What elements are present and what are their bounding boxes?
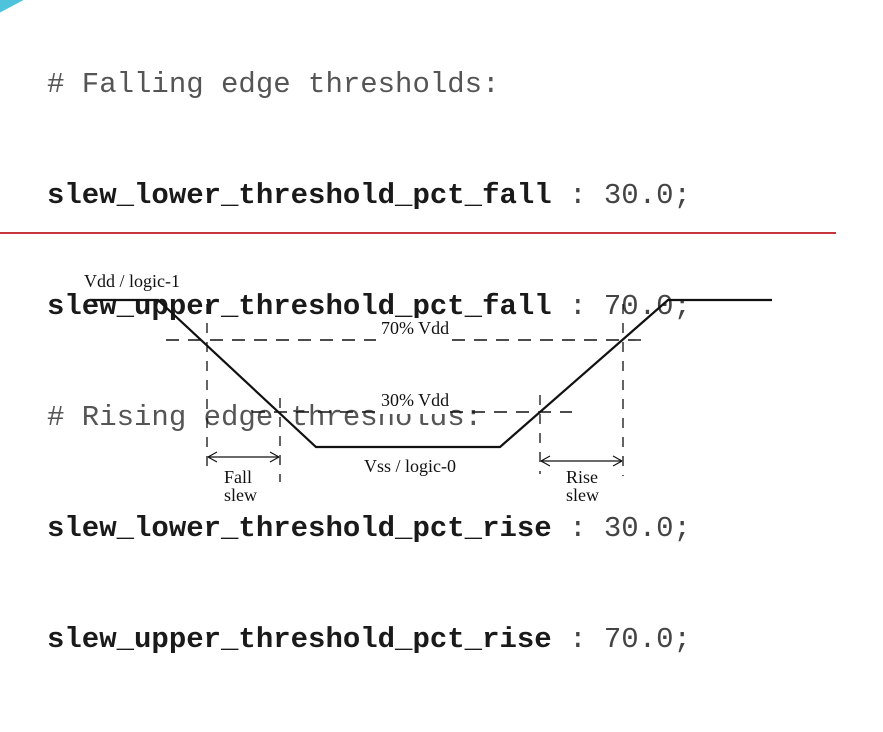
slew-waveform-diagram: Vdd / logic-1 70% Vdd 30% Vdd Vss / logi…: [84, 271, 772, 505]
fall-slew-label-1: Fall: [224, 467, 252, 487]
vdd-label: Vdd / logic-1: [84, 271, 180, 291]
rise-slew-label-2: slew: [566, 485, 599, 505]
code-line-upper-rise: slew_upper_threshold_pct_rise : 70.0;: [47, 621, 691, 658]
separator: :: [551, 290, 604, 323]
attr-value: 30.0;: [603, 179, 691, 212]
attr-name: slew_upper_threshold_pct_rise: [47, 623, 552, 656]
upper-label-bg: [376, 318, 450, 342]
lower-threshold-label: 30% Vdd: [381, 390, 449, 410]
fall-slew-arrowhead-right: [269, 451, 280, 463]
attr-name: slew_lower_threshold_pct_fall: [47, 179, 552, 212]
rise-slew-arrowhead-left: [540, 455, 551, 467]
code-line-upper-fall: slew_upper_threshold_pct_fall : 70.0;: [47, 288, 691, 325]
fall-slew-label-2: slew: [224, 485, 257, 505]
rise-slew-arrowhead-right: [612, 455, 623, 467]
vss-label: Vss / logic-0: [364, 456, 456, 476]
separator: :: [551, 179, 604, 212]
lower-label-bg: [376, 390, 450, 414]
fall-slew-arrowhead-left: [207, 451, 218, 463]
attr-value: 70.0;: [603, 623, 691, 656]
separator: :: [551, 623, 604, 656]
section-divider: [0, 232, 836, 234]
upper-threshold-label: 70% Vdd: [381, 318, 449, 338]
attr-name: slew_upper_threshold_pct_fall: [47, 290, 552, 323]
code-line-lower-fall: slew_lower_threshold_pct_fall : 30.0;: [47, 177, 691, 214]
waveform-line: [92, 298, 772, 449]
slide: # Falling edge thresholds: slew_lower_th…: [0, 0, 836, 656]
rise-slew-label-1: Rise: [566, 467, 598, 487]
falling-comment: # Falling edge thresholds:: [47, 68, 500, 101]
